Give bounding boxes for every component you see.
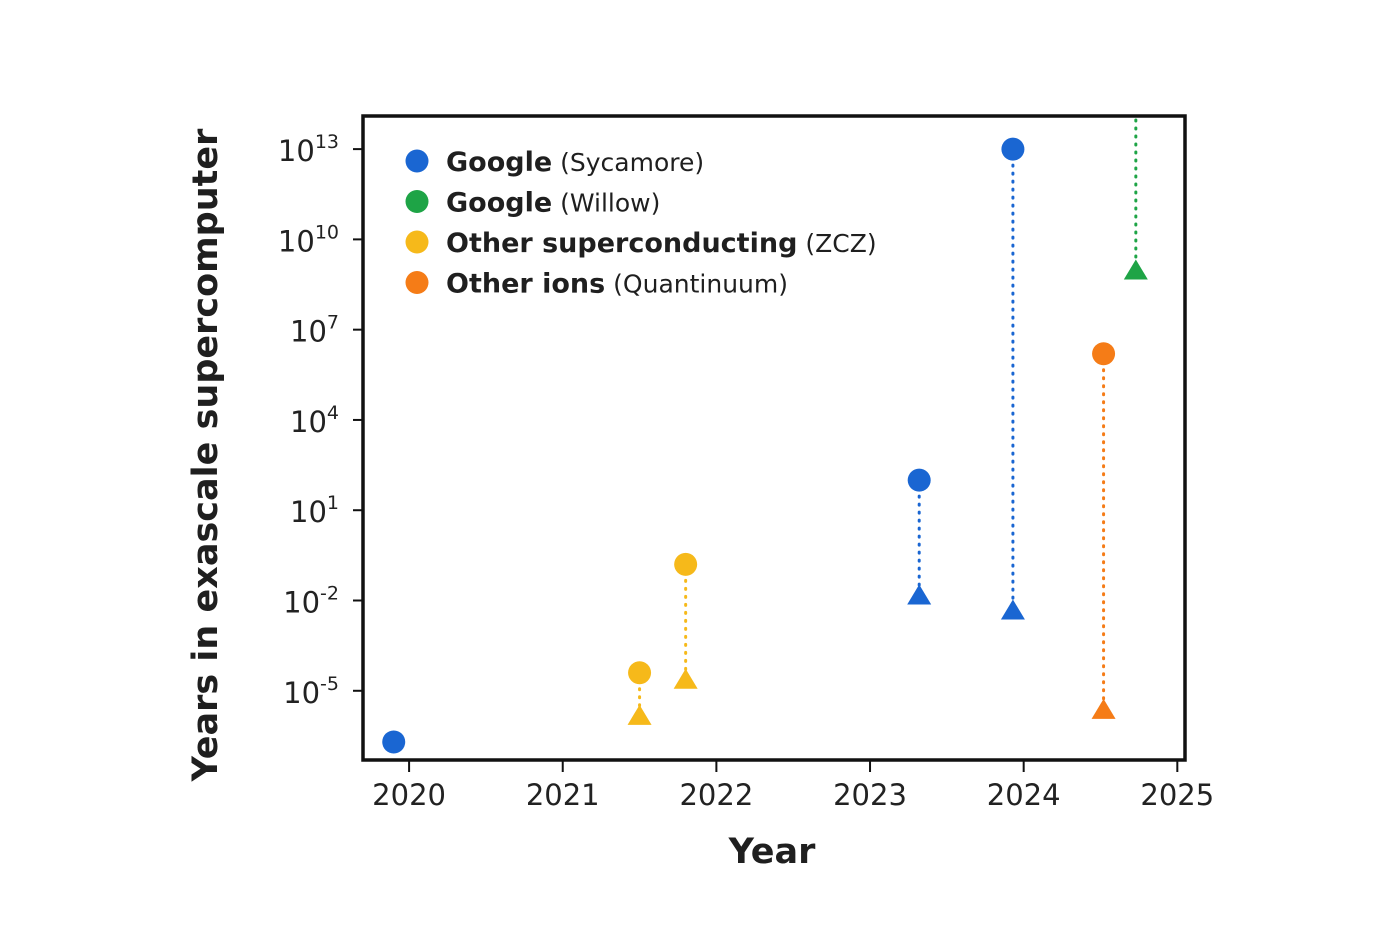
y-axis-title: Years in exascale supercomputer [186,128,226,782]
y-tick-base: 10 [278,134,315,168]
series-2-circle-1 [674,552,698,576]
series-3-triangle-0 [1091,698,1116,719]
y-tick-label: 1013 [278,131,339,168]
marker-layer [382,92,1148,754]
legend-label: Other superconducting [446,228,797,259]
plot-frame [361,114,1187,762]
y-tick-base: 10 [278,224,315,258]
x-tick-label: 2024 [987,778,1061,812]
legend-entry-3: Other ions (Quantinuum) [446,269,788,300]
y-tick-base: 10 [290,315,327,349]
x-tick-label: 2021 [526,778,600,812]
series-0-triangle-2 [1000,599,1025,620]
legend-swatch-2 [405,230,429,254]
legend-swatch-1 [405,190,429,213]
legend-entry-2: Other superconducting (ZCZ) [446,228,877,259]
series-0-triangle-1 [907,584,932,605]
x-tick-label: 2022 [679,778,753,812]
x-axis-title: Year [728,832,816,872]
y-tick-label: 10-2 [283,583,339,620]
series-2-triangle-0 [627,704,652,725]
legend-swatch-0 [405,149,429,173]
series-1-triangle-0 [1123,259,1148,280]
legend-entry-0: Google (Sycamore) [446,147,704,178]
y-tick-label: 101 [290,492,339,529]
series-3-circle-0 [1092,342,1116,366]
y-tick-base: 10 [290,495,327,529]
y-tick-base: 10 [283,586,320,620]
y-tick-base: 10 [290,405,327,439]
legend-swatch-3 [405,271,429,294]
y-tick-label: 104 [290,402,339,439]
legend: Google (Sycamore)Google (Willow)Other su… [405,147,877,300]
series-0-circle-2 [1001,137,1025,161]
legend-detail: (Quantinuum) [605,270,788,299]
series-0-circle-0 [382,730,406,754]
legend-detail: (Willow) [552,189,660,218]
series-1-circle-0 [1124,92,1147,115]
y-tick-exponent: -5 [320,673,339,695]
x-tick-label: 2025 [1140,778,1214,812]
y-tick-label: 10-5 [283,673,339,710]
x-tick-label: 2020 [372,778,446,812]
y-tick-label: 1010 [278,221,339,258]
y-tick-exponent: 1 [327,492,339,514]
y-tick-base: 10 [283,676,320,710]
y-tick-exponent: -2 [320,583,339,605]
legend-label: Other ions [446,269,605,300]
y-tick-label: 107 [290,312,339,349]
y-tick-exponent: 4 [327,402,339,424]
x-tick-label: 2023 [833,778,907,812]
y-tick-exponent: 10 [315,221,339,243]
legend-detail: (Sycamore) [552,148,704,177]
legend-entry-1: Google (Willow) [446,188,660,219]
legend-label: Google [446,147,552,178]
connector-layer [638,116,1138,709]
series-0-circle-1 [907,468,931,492]
legend-label: Google [446,188,552,219]
x-axis: 2020 2021 2022 2023 2024 2025 [372,760,1214,812]
series-2-circle-0 [628,661,652,685]
y-tick-exponent: 13 [315,131,339,153]
legend-detail: (ZCZ) [797,229,876,258]
y-tick-exponent: 7 [327,312,339,334]
series-2-triangle-1 [673,668,698,689]
